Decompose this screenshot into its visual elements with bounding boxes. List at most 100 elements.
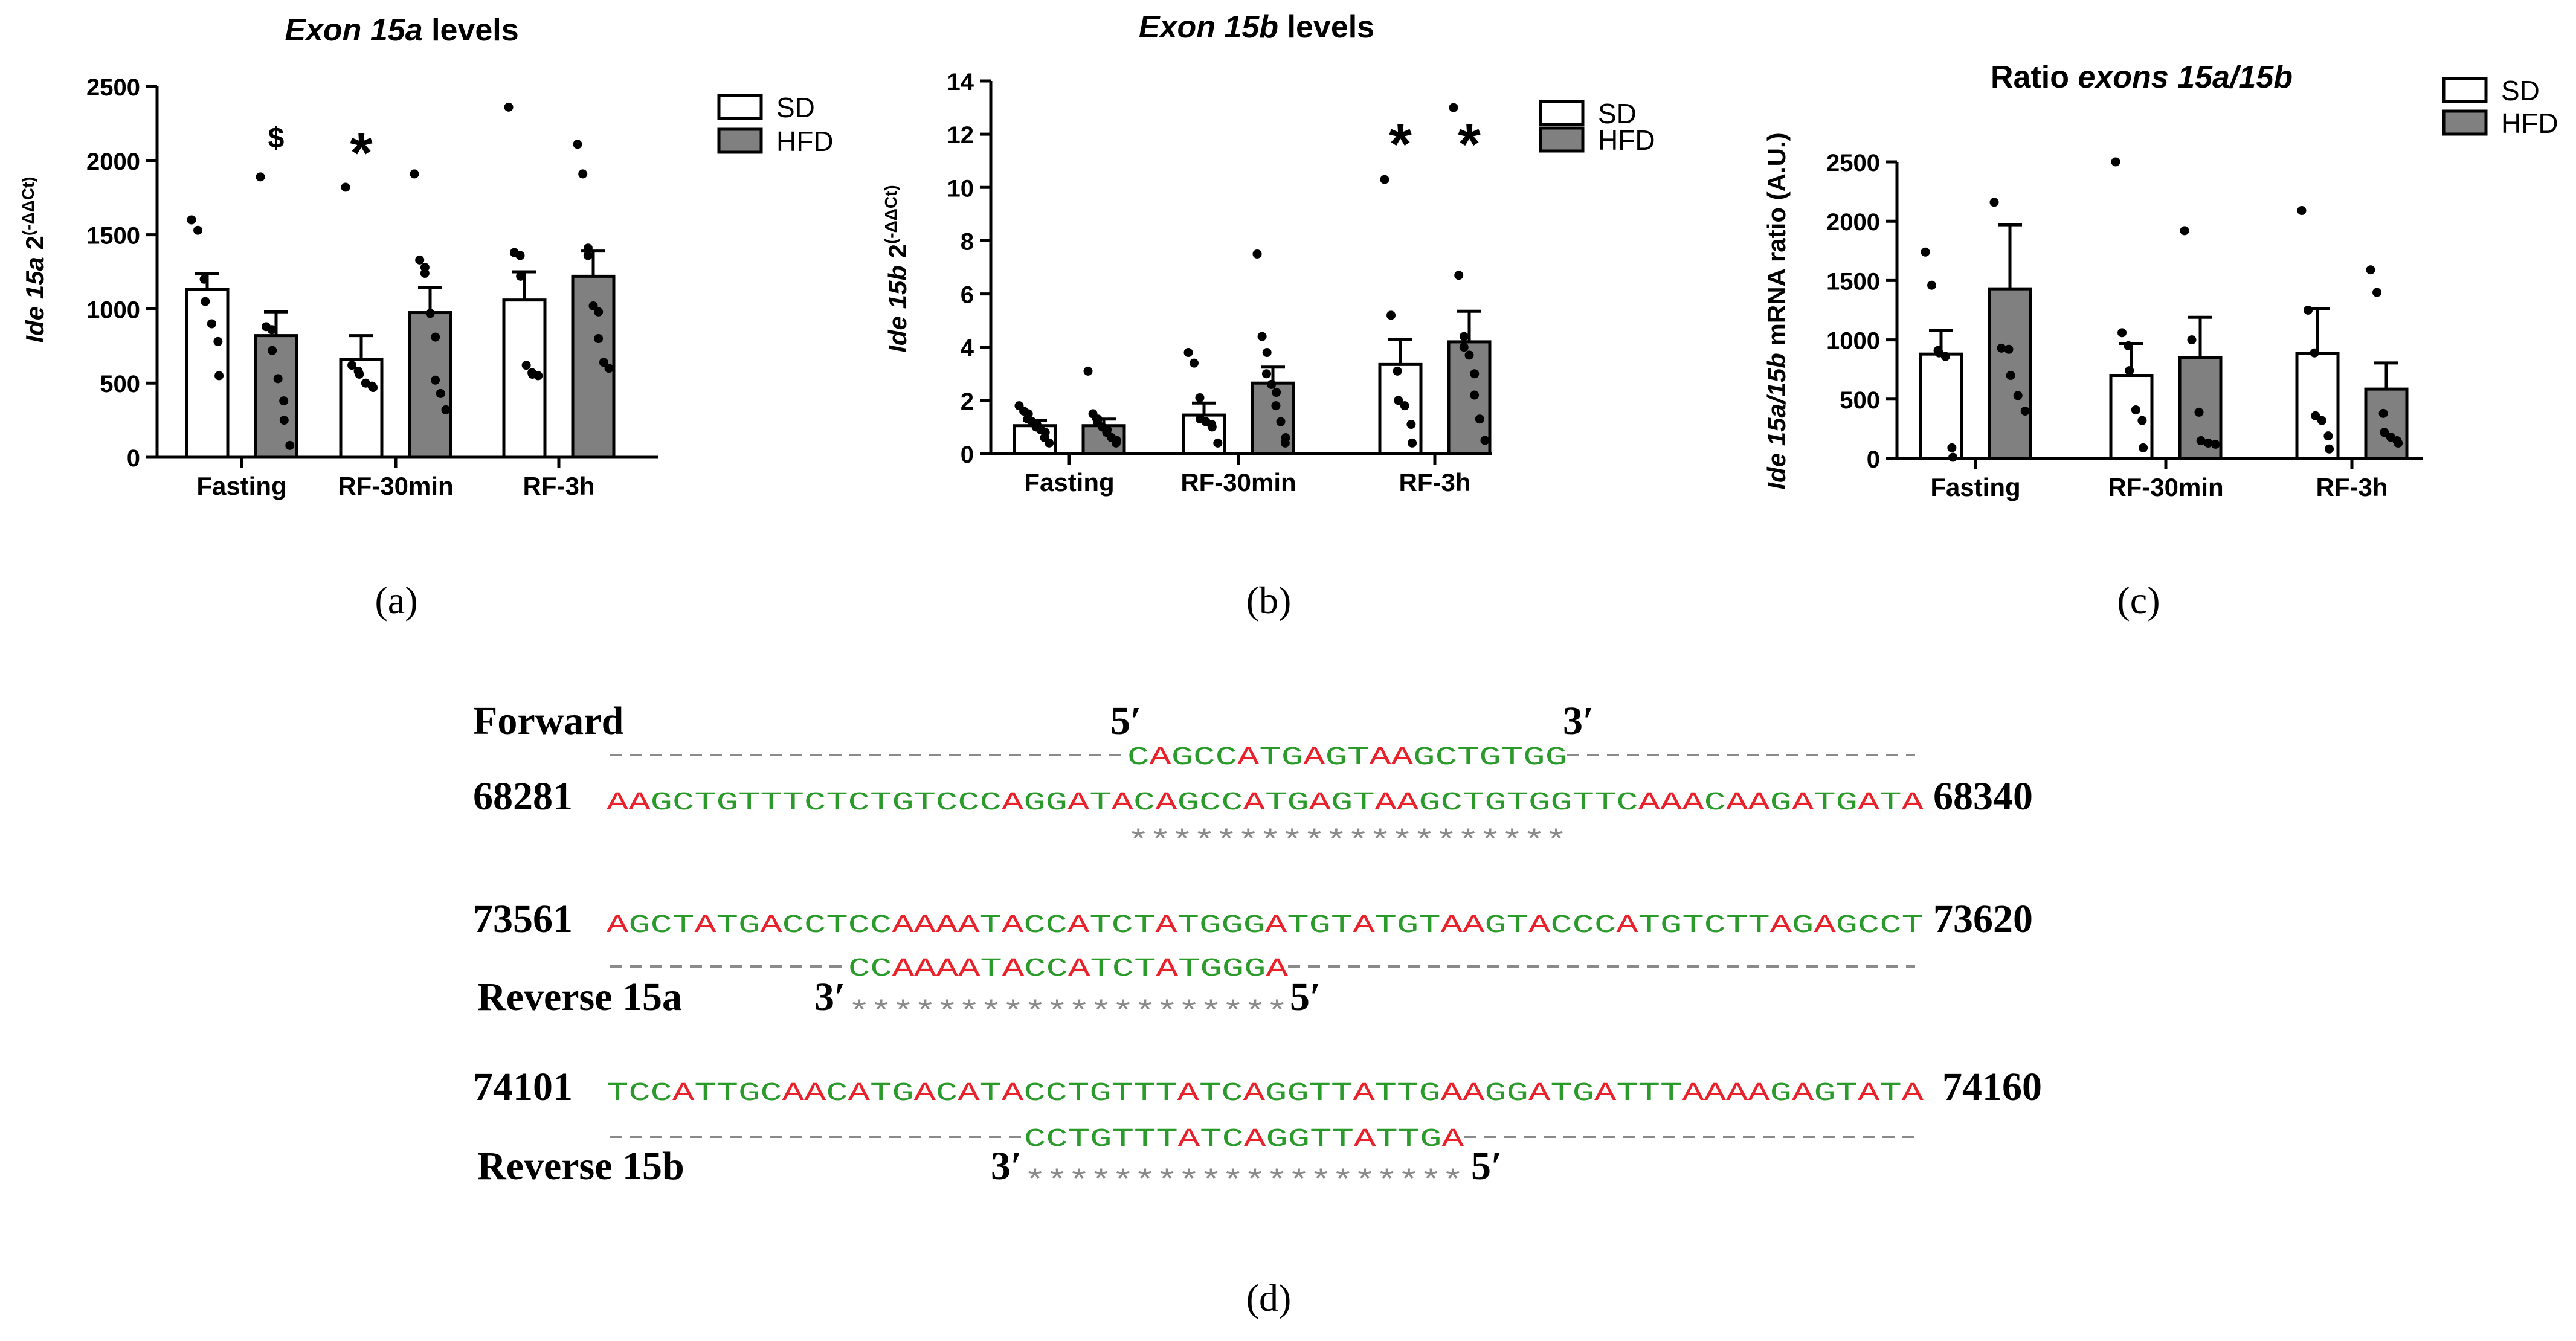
- forward-end: 68340: [1933, 774, 2033, 818]
- data-point: [1927, 280, 1937, 290]
- data-point: [594, 307, 604, 317]
- chart-a-title: Exon 15a levels: [285, 13, 518, 48]
- data-point: [2194, 407, 2204, 417]
- nucleotide: A: [1682, 1078, 1704, 1108]
- forward-start: 68281: [473, 774, 573, 818]
- nucleotide: C: [760, 1078, 782, 1108]
- nucleotide: T: [1638, 1078, 1660, 1108]
- nucleotide: C: [1133, 788, 1155, 817]
- nucleotide: T: [1112, 1124, 1134, 1154]
- nucleotide: T: [1902, 910, 1924, 940]
- nucleotide: T: [1682, 910, 1704, 940]
- x-tick-label: RF-3h: [2316, 473, 2388, 501]
- nucleotide: A: [1354, 1124, 1376, 1154]
- nucleotide: C: [651, 1078, 672, 1108]
- data-point: [1989, 198, 1999, 207]
- significance-mark: *: [1458, 112, 1481, 177]
- nucleotide: T: [1501, 742, 1523, 772]
- nucleotide: C: [848, 788, 870, 817]
- data-point: [1261, 369, 1271, 379]
- reverse-b-five-prime: 5′: [1471, 1144, 1502, 1188]
- nucleotide: A: [1265, 910, 1287, 940]
- nucleotide: T: [1265, 788, 1287, 817]
- nucleotide: T: [760, 788, 782, 817]
- nucleotide: C: [1046, 954, 1068, 983]
- nucleotide: A: [1726, 788, 1748, 817]
- nucleotide: A: [958, 1078, 980, 1108]
- x-tick-label: RF-30min: [2108, 473, 2223, 501]
- nucleotide: C: [1221, 788, 1243, 817]
- data-point: [2125, 366, 2134, 376]
- nucleotide: A: [1353, 1078, 1375, 1108]
- y-tick-label: 8: [961, 228, 974, 255]
- chart-b-title-rest: levels: [1278, 10, 1374, 45]
- nucleotide: C: [1616, 788, 1638, 817]
- nucleotide: T: [672, 910, 694, 940]
- data-point: [273, 374, 283, 384]
- data-point: [594, 334, 604, 344]
- significance-mark: *: [1389, 112, 1412, 177]
- data-point: [1262, 348, 1272, 358]
- nucleotide: A: [1244, 1124, 1266, 1154]
- nucleotide: C: [1550, 910, 1572, 940]
- nucleotide: A: [958, 954, 980, 983]
- nucleotide: A: [1792, 788, 1814, 817]
- nucleotide: G: [892, 1078, 913, 1108]
- y-tick-label: 6: [961, 282, 974, 309]
- data-point: [193, 225, 203, 235]
- nucleotide: T: [1133, 910, 1155, 940]
- nucleotide: C: [1024, 954, 1046, 983]
- nucleotide: G: [1573, 1078, 1594, 1108]
- data-point: [207, 319, 216, 329]
- y-tick-label: 14: [947, 69, 974, 95]
- nucleotide: A: [1902, 788, 1924, 817]
- nucleotide: A: [914, 1078, 936, 1108]
- data-point: [1280, 438, 1290, 448]
- data-point: [341, 182, 350, 192]
- data-point: [2006, 371, 2015, 381]
- data-point: [420, 268, 430, 278]
- nucleotide: A: [1442, 1124, 1464, 1154]
- data-point: [516, 271, 526, 281]
- bar: [254, 334, 298, 459]
- data-point: [1380, 175, 1389, 184]
- reverse-a-start: 73561: [473, 897, 573, 941]
- nucleotide: G: [892, 788, 913, 817]
- nucleotide: G: [1325, 742, 1347, 772]
- data-point: [441, 405, 451, 414]
- nucleotide: T: [782, 788, 804, 817]
- nucleotide: T: [1068, 1124, 1090, 1154]
- nucleotide: A: [1441, 910, 1463, 940]
- data-point: [2020, 406, 2030, 416]
- nucleotide: T: [694, 788, 716, 817]
- reverse-a-three-prime: 3′: [814, 975, 846, 1019]
- nucleotide: A: [1177, 1078, 1200, 1108]
- data-point: [2004, 344, 2014, 354]
- data-point: [355, 369, 364, 379]
- nucleotide: A: [1243, 1078, 1266, 1108]
- nucleotide: G: [1287, 788, 1309, 817]
- nucleotide: C: [1046, 910, 1067, 940]
- chart-b: Exon 15b levels Ide 15b 2(-ΔΔCt) 0246810…: [881, 10, 1655, 622]
- x-tick-label: Fasting: [196, 472, 286, 500]
- nucleotide: C: [672, 788, 694, 817]
- nucleotide: G: [1046, 788, 1067, 817]
- nucleotide: C: [1023, 1078, 1045, 1108]
- y-tick-label: 1000: [86, 297, 140, 323]
- nucleotide: A: [1266, 954, 1289, 983]
- nucleotide: A: [1704, 1078, 1727, 1108]
- nucleotide: G: [1770, 1078, 1792, 1108]
- forward-label: Forward: [473, 699, 623, 743]
- nucleotide: T: [1133, 1078, 1155, 1108]
- nucleotide: T: [914, 788, 936, 817]
- data-point: [2310, 348, 2319, 358]
- nucleotide: T: [1309, 1078, 1331, 1108]
- data-point: [1475, 414, 1484, 424]
- y-tick-label: 1000: [1826, 328, 1880, 355]
- legend-label-sd: SD: [1598, 98, 1637, 129]
- nucleotide: G: [1484, 788, 1506, 817]
- nucleotide: T: [1310, 1124, 1331, 1154]
- nucleotide: C: [1127, 742, 1149, 772]
